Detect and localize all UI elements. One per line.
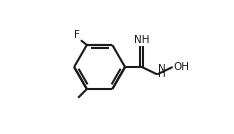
Text: NH: NH [134, 35, 150, 45]
Text: F: F [74, 30, 80, 40]
Text: N: N [158, 64, 165, 74]
Text: H: H [158, 69, 165, 79]
Text: OH: OH [173, 62, 189, 72]
